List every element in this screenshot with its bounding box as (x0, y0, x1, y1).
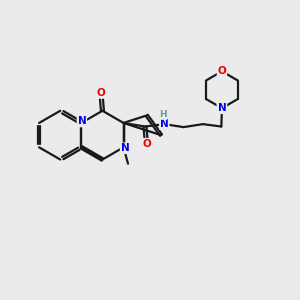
Text: O: O (218, 66, 226, 76)
Text: N: N (218, 103, 226, 113)
Text: N: N (78, 116, 86, 127)
Text: N: N (218, 103, 226, 113)
Text: O: O (142, 139, 151, 149)
Text: O: O (97, 88, 105, 98)
Text: N: N (121, 143, 129, 153)
Text: H: H (159, 110, 166, 119)
Text: N: N (160, 119, 169, 129)
